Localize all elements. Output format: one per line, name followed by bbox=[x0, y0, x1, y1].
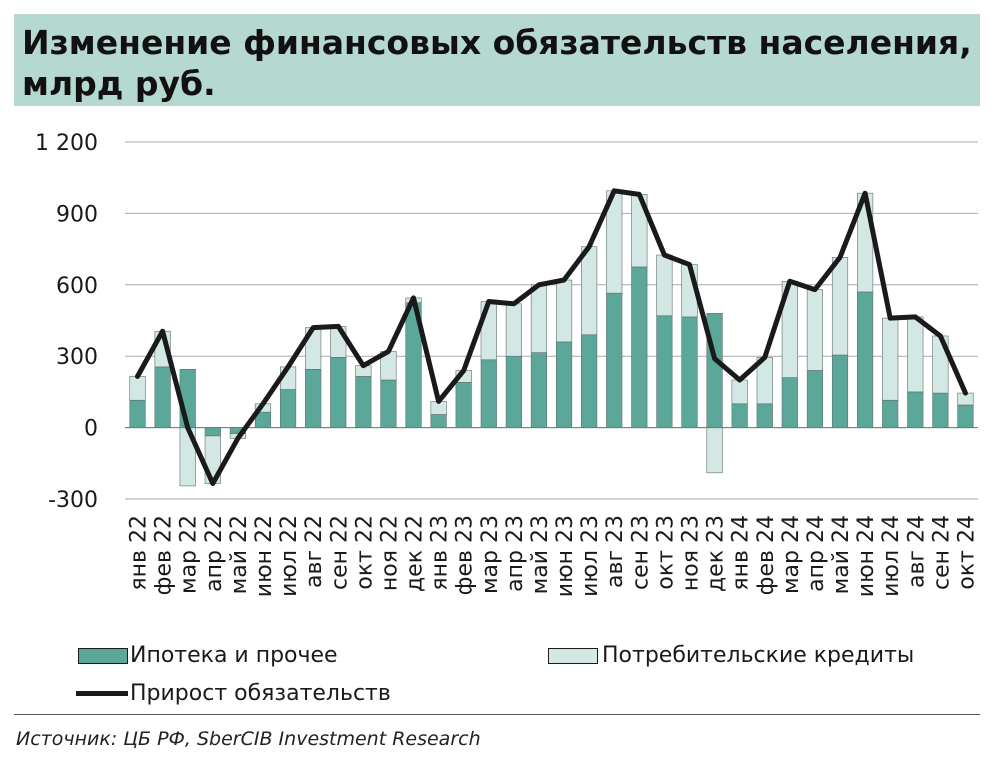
legend-swatch-total bbox=[76, 691, 128, 696]
bar-mortgage bbox=[555, 341, 573, 428]
x-tick-label: мар 23 bbox=[478, 515, 503, 594]
bar-mortgage bbox=[455, 382, 472, 428]
bar-mortgage bbox=[330, 357, 347, 428]
bar-mortgage bbox=[857, 291, 874, 428]
y-tick-label: 300 bbox=[56, 345, 98, 370]
bar-consumer bbox=[882, 317, 899, 401]
bar-mortgage bbox=[129, 399, 146, 428]
x-tick-label: окт 22 bbox=[352, 515, 377, 590]
bar-mortgage bbox=[656, 315, 673, 428]
x-tick-label: июн 24 bbox=[854, 515, 879, 597]
bar-mortgage bbox=[631, 266, 648, 428]
x-tick-label: авг 23 bbox=[603, 515, 628, 588]
bar-mortgage bbox=[932, 392, 949, 428]
bar-consumer bbox=[907, 316, 924, 393]
bar-mortgage bbox=[831, 354, 849, 428]
bar-consumer bbox=[555, 279, 573, 343]
x-tick-label: дек 23 bbox=[704, 515, 729, 592]
x-tick-label: июн 23 bbox=[553, 515, 578, 597]
bar-mortgage bbox=[305, 368, 322, 428]
bar-mortgage bbox=[505, 355, 522, 428]
x-tick-label: окт 24 bbox=[954, 515, 979, 590]
legend-swatch-mortgage bbox=[78, 648, 128, 664]
legend-label-total: Прирост обязательств bbox=[130, 681, 391, 706]
bar-mortgage bbox=[681, 316, 698, 428]
bar-mortgage bbox=[154, 366, 171, 428]
bar-consumer bbox=[581, 246, 598, 336]
total-line bbox=[135, 188, 968, 486]
x-tick-label: фев 22 bbox=[152, 515, 177, 595]
x-tick-label: фев 23 bbox=[453, 515, 478, 595]
bar-consumer bbox=[731, 379, 748, 405]
chart-title: Изменение финансовых обязательств населе… bbox=[22, 23, 972, 103]
x-tick-label: мар 22 bbox=[177, 515, 202, 594]
title-band: Изменение финансовых обязательств населе… bbox=[14, 14, 980, 106]
x-tick-label: сен 24 bbox=[929, 515, 954, 590]
bar-consumer bbox=[706, 427, 723, 474]
x-tick-label: фев 24 bbox=[754, 515, 779, 595]
x-tick-label: сен 23 bbox=[628, 515, 653, 590]
bar-mortgage bbox=[882, 399, 899, 428]
y-tick-label: 600 bbox=[56, 274, 98, 299]
bar-mortgage bbox=[756, 403, 773, 428]
bar-mortgage bbox=[530, 352, 548, 428]
bar-mortgage bbox=[606, 292, 623, 428]
legend-label-mortgage: Ипотека и прочее bbox=[130, 643, 338, 668]
x-tick-label: янв 22 bbox=[127, 515, 152, 591]
x-tick-label: июл 23 bbox=[578, 515, 603, 597]
bar-consumer bbox=[129, 376, 146, 401]
bar-mortgage bbox=[907, 391, 924, 428]
bar-mortgage bbox=[581, 334, 598, 428]
y-tick-label: 900 bbox=[56, 202, 98, 227]
x-tick-label: июл 24 bbox=[879, 515, 904, 597]
x-tick-label: мар 24 bbox=[779, 515, 804, 594]
x-tick-label: май 22 bbox=[227, 515, 252, 594]
bar-mortgage bbox=[731, 403, 748, 428]
bar-consumer bbox=[806, 289, 824, 371]
x-tick-label: янв 23 bbox=[428, 515, 453, 591]
bar-mortgage bbox=[204, 427, 221, 437]
x-tick-label: окт 23 bbox=[653, 515, 678, 590]
bar-consumer bbox=[831, 257, 849, 356]
bar-mortgage bbox=[957, 404, 974, 428]
bar-mortgage bbox=[380, 379, 397, 428]
bar-mortgage bbox=[430, 414, 447, 428]
y-tick-label: 1 200 bbox=[35, 131, 98, 156]
x-tick-label: ноя 23 bbox=[678, 515, 703, 591]
x-tick-label: май 24 bbox=[829, 515, 854, 594]
x-tick-label: ноя 22 bbox=[377, 515, 402, 591]
x-tick-label: сен 22 bbox=[327, 515, 352, 590]
bar-mortgage bbox=[480, 359, 497, 428]
x-tick-label: июл 22 bbox=[277, 515, 302, 597]
x-tick-label: авг 22 bbox=[302, 515, 327, 588]
bar-mortgage bbox=[806, 370, 824, 428]
footer-divider bbox=[14, 714, 980, 715]
x-tick-label: дек 22 bbox=[403, 515, 428, 592]
bar-consumer bbox=[505, 303, 522, 357]
x-tick-label: июн 22 bbox=[252, 515, 277, 597]
y-tick-label: 0 bbox=[84, 417, 98, 442]
bar-consumer bbox=[656, 254, 673, 317]
x-tick-label: апр 23 bbox=[503, 515, 528, 592]
bar-mortgage bbox=[781, 377, 798, 428]
legend-swatch-consumer bbox=[548, 648, 598, 664]
x-tick-label: май 23 bbox=[528, 515, 553, 594]
x-tick-label: апр 24 bbox=[804, 515, 829, 592]
bar-consumer bbox=[530, 284, 548, 353]
bar-mortgage bbox=[355, 376, 372, 428]
source-note: Источник: ЦБ РФ, SberCIB Investment Rese… bbox=[16, 728, 481, 750]
x-tick-label: авг 24 bbox=[904, 515, 929, 588]
legend-label-consumer: Потребительские кредиты bbox=[602, 643, 915, 668]
bar-mortgage bbox=[279, 389, 297, 428]
x-tick-label: янв 24 bbox=[729, 515, 754, 591]
x-tick-label: апр 22 bbox=[202, 515, 227, 592]
y-tick-label: -300 bbox=[48, 488, 98, 513]
